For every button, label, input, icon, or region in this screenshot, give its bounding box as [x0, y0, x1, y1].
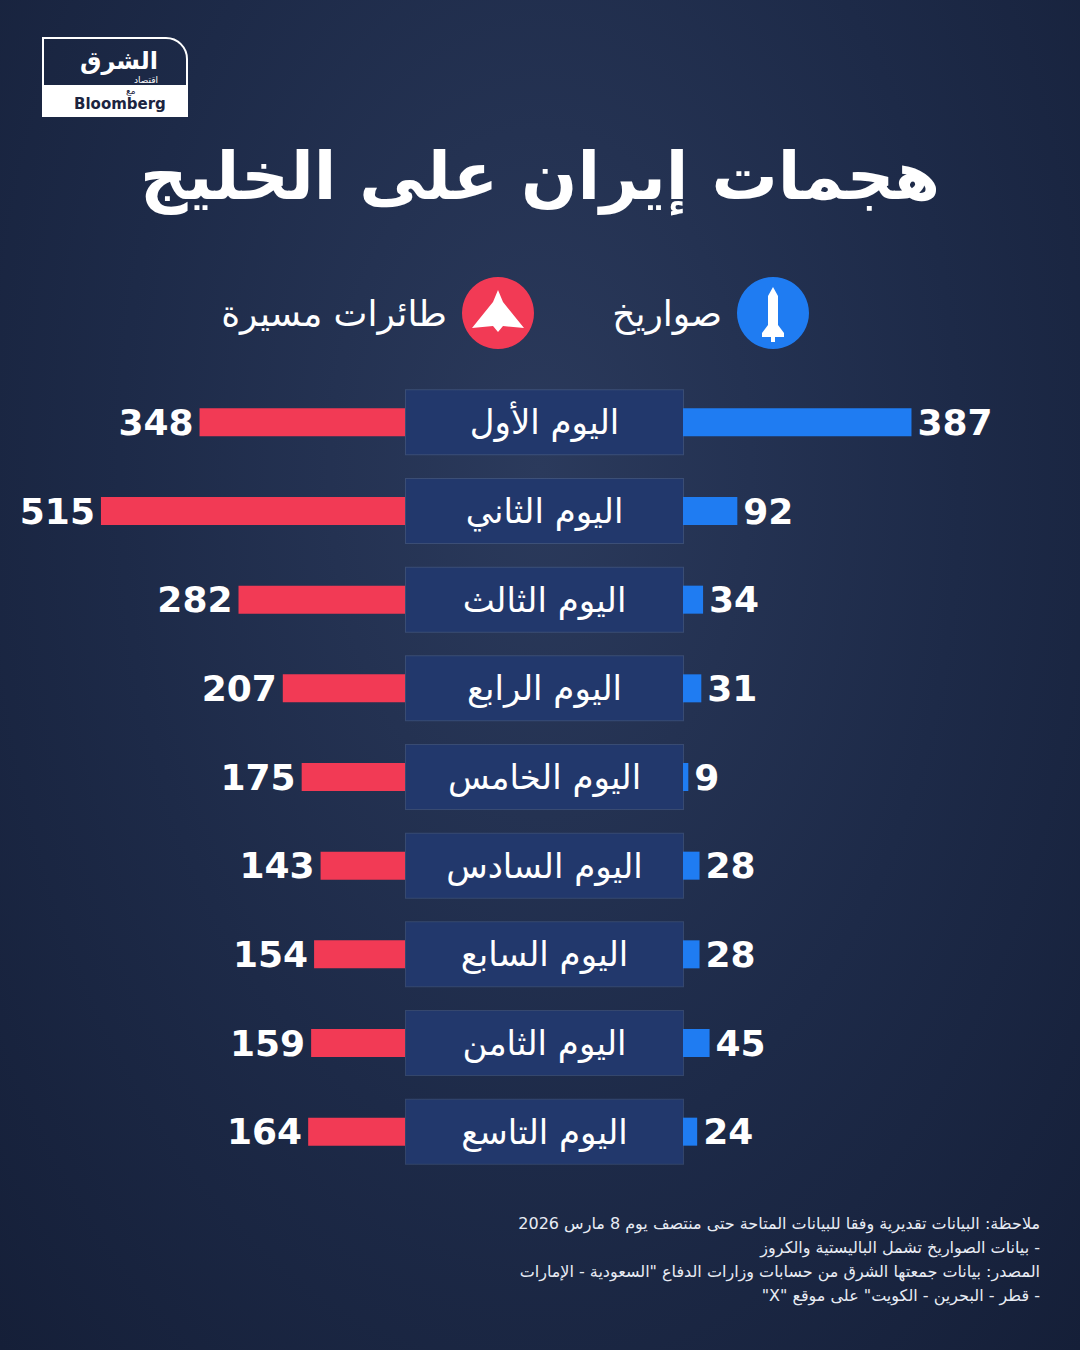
html-text:الشرق: الشرق [80, 47, 158, 75]
svg-text:159: 159 [230, 1023, 305, 1064]
svg-text:اليوم الأول: اليوم الأول [470, 401, 619, 443]
svg-text:207: 207 [202, 668, 277, 709]
svg-text:هجمات إيران على الخليج: هجمات إيران على الخليج [140, 138, 940, 216]
svg-text:28: 28 [706, 934, 756, 975]
svg-text:31: 31 [707, 668, 757, 709]
svg-text:28: 28 [706, 845, 756, 886]
svg-text:175: 175 [221, 757, 296, 798]
svg-text:45: 45 [716, 1023, 766, 1064]
svg-text:اليوم التاسع: اليوم التاسع [461, 1112, 628, 1153]
svg-text:اليوم السابع: اليوم السابع [461, 934, 629, 975]
svg-text:387: 387 [917, 402, 992, 443]
html-text:اقتصاد: اقتصاد [133, 75, 158, 85]
svg-text:282: 282 [157, 579, 232, 620]
svg-text:اليوم الثامن: اليوم الثامن [462, 1023, 626, 1064]
svg-text:اليوم السادس: اليوم السادس [446, 846, 643, 887]
svg-text:اليوم الثاني: اليوم الثاني [466, 491, 624, 532]
svg-text:اليوم الثالث: اليوم الثالث [463, 580, 627, 621]
html-text:- قطر - البحرين - الكويت" على: - قطر - البحرين - الكويت" على موقع "X" [761, 1286, 1040, 1305]
html-text:المصدر: بيانات جمعتها الشرق من: المصدر: بيانات جمعتها الشرق من حسابات وز… [519, 1262, 1040, 1281]
svg-text:24: 24 [703, 1111, 753, 1152]
svg-text:طائرات مسيرة: طائرات مسيرة [221, 293, 447, 335]
svg-text:صواريخ: صواريخ [612, 293, 722, 335]
html-text:Bloomberg: Bloomberg [74, 95, 166, 113]
html-text:ملاحظة: البيانات تقديرية وفقا: ملاحظة: البيانات تقديرية وفقا للبيانات ا… [518, 1214, 1040, 1233]
html-text:مع: مع [126, 86, 136, 96]
html-text:- بيانات الصواريخ تشمل الباليس: - بيانات الصواريخ تشمل الباليستية والكرو… [760, 1238, 1040, 1257]
svg-text:92: 92 [743, 491, 793, 532]
svg-text:154: 154 [233, 934, 308, 975]
svg-text:34: 34 [709, 579, 759, 620]
svg-text:515: 515 [20, 491, 95, 532]
svg-text:164: 164 [227, 1111, 302, 1152]
svg-text:143: 143 [239, 845, 314, 886]
svg-text:348: 348 [118, 402, 193, 443]
svg-text:9: 9 [694, 757, 719, 798]
svg-text:اليوم الخامس: اليوم الخامس [448, 757, 641, 798]
svg-text:اليوم الرابع: اليوم الرابع [467, 668, 622, 709]
